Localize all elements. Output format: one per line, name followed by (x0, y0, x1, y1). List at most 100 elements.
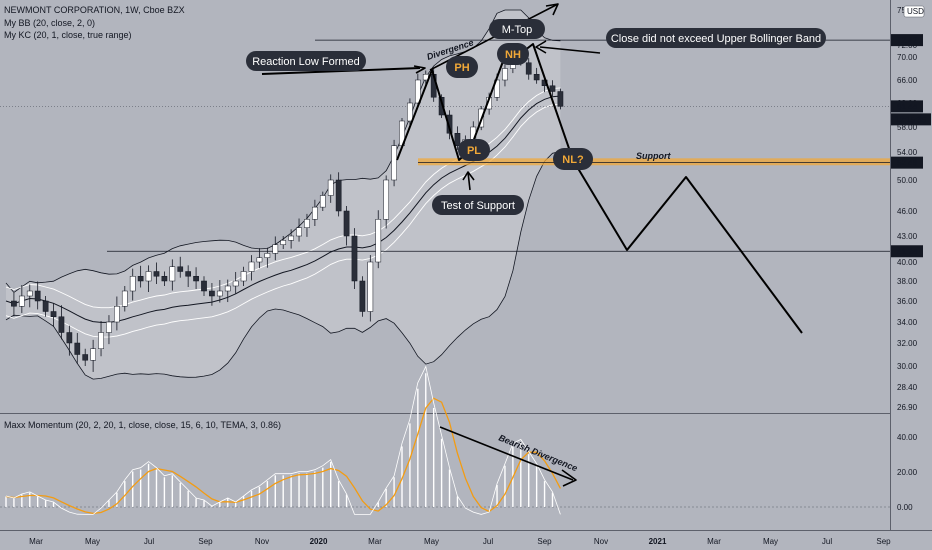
time-tick-label: Sep (198, 537, 213, 546)
price-tick-label: 34.00 (897, 318, 918, 327)
candle-bear (42, 300, 49, 312)
time-tick-label: May (763, 537, 778, 546)
support-label: Support (636, 151, 671, 161)
indicator-kc-label[interactable]: My KC (20, 1, close, true range) (4, 30, 132, 40)
candle-bear (58, 316, 65, 333)
time-tick-label: Nov (255, 537, 269, 546)
annotation-test-support-text: Test of Support (441, 200, 515, 212)
candle-bear (11, 300, 17, 307)
time-axis[interactable]: Mar May Jul Sep Nov 2020 Mar May Jul Sep Nov 2021 Ma… (29, 537, 891, 546)
candle-bull (391, 145, 397, 181)
candle-bear (153, 271, 160, 277)
countdown-bg (891, 113, 931, 126)
annotation-nl-text: NL? (562, 154, 584, 166)
candle-bear (209, 290, 215, 297)
candle-bear (74, 342, 81, 355)
annotation-reaction-low[interactable]: Reaction Low Formed (246, 51, 366, 71)
candle-bear (82, 354, 89, 361)
momentum-tick-label: 20.00 (897, 468, 918, 477)
close-bb-arrowhead (535, 40, 547, 54)
indicator-momentum-label[interactable]: Maxx Momentum (20, 2, 20, 1, close, clos… (4, 420, 281, 430)
price-tick-label: 36.00 (897, 297, 918, 306)
price-tick-label: 43.00 (897, 232, 918, 241)
candle-bull (407, 102, 413, 122)
candle-bull (414, 79, 421, 104)
candle-bear (533, 74, 540, 81)
currency-badge-bg (903, 5, 925, 18)
close-bb-arrow (539, 46, 601, 54)
price-tick-label: 30.00 (897, 362, 918, 371)
level-tag-bg (891, 34, 923, 47)
candle-bear (454, 133, 461, 146)
candle-bull (502, 68, 508, 81)
last-price-tag: 61.44 (897, 102, 918, 111)
candle-bear (335, 179, 342, 212)
time-tick-label: 2021 (649, 537, 667, 546)
time-tick-label: Nov (594, 537, 608, 546)
level-tag-bg (891, 245, 923, 258)
candle-bull (114, 306, 120, 323)
candle-bear (193, 276, 199, 282)
test-support-arrowhead (462, 171, 475, 181)
price-tick-label: 38.00 (897, 277, 918, 286)
arrowhead-reaction-low (413, 65, 426, 74)
test-support-arrow (467, 171, 471, 191)
time-tick-label: Sep (876, 537, 891, 546)
time-tick-label: Jul (483, 537, 493, 546)
candle-bear (557, 91, 564, 107)
candle-bear (66, 332, 73, 344)
price-tick-label: 46.00 (897, 207, 918, 216)
candle-bull (90, 348, 96, 361)
candle-bull (216, 290, 223, 297)
candle-bull (129, 276, 136, 292)
price-tick-label: 28.40 (897, 383, 918, 392)
time-tick-label: 2020 (310, 537, 328, 546)
candle-bull (296, 227, 302, 237)
candle-bull (121, 290, 128, 307)
momentum-axis[interactable]: 40.00 20.00 0.00 (897, 433, 918, 512)
time-tick-label: Mar (368, 537, 382, 546)
candle-bull (248, 261, 255, 272)
momentum-tick-label: 40.00 (897, 433, 918, 442)
annotation-m-top[interactable]: M-Top (489, 19, 545, 39)
annotation-nl[interactable]: NL? (553, 148, 593, 170)
chart-title: NEWMONT CORPORATION, 1W, Cboe BZX (4, 5, 185, 15)
level-tag: 41.24 (897, 247, 918, 256)
candle-bull (106, 321, 112, 333)
candle-bear (343, 210, 350, 237)
candle-bear (137, 276, 144, 282)
indicator-bb-label[interactable]: My BB (20, close, 2, 0) (4, 18, 96, 28)
momentum-signal-line (5, 365, 561, 515)
time-tick-label: Sep (537, 537, 552, 546)
annotation-pl[interactable]: PL (458, 139, 490, 161)
candle-bear (549, 85, 556, 92)
candle-bear (50, 311, 57, 317)
bb-fill (6, 10, 561, 380)
currency-badge: USD (907, 7, 924, 16)
candle-bull (26, 290, 33, 297)
time-tick-label: May (424, 537, 439, 546)
candle-bull (280, 240, 287, 245)
price-axis[interactable]: 75.0072.0070.0066.0062.0058.0054.0050.00… (891, 5, 931, 412)
candle-bear (201, 280, 207, 292)
candle-bull (383, 179, 390, 220)
candle-bear (177, 266, 184, 272)
candle-bull (224, 285, 231, 292)
level-tag: 52.48 (897, 159, 918, 168)
time-tick-label: Jul (144, 537, 154, 546)
countdown-label: 12:15:35 (895, 115, 927, 124)
level-tag: 72.42 (897, 36, 918, 45)
annotation-ph-text: PH (454, 62, 469, 74)
price-tick-label: 50.00 (897, 176, 918, 185)
level-tag-bg (891, 156, 923, 169)
candle-bull (272, 244, 279, 254)
annotation-nh[interactable]: NH (497, 43, 529, 65)
annotation-test-support[interactable]: Test of Support (432, 195, 524, 215)
candle-bull (240, 271, 247, 282)
annotation-close-bb[interactable]: Close did not exceed Upper Bollinger Ban… (606, 28, 826, 48)
bearish-div-arrowhead (561, 469, 577, 487)
candle-bull (327, 179, 334, 196)
candle-bull (367, 261, 374, 312)
annotation-ph[interactable]: PH (446, 56, 478, 78)
